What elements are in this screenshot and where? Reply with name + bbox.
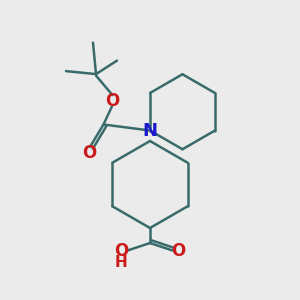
Text: O: O: [82, 144, 97, 162]
Text: O: O: [171, 242, 185, 260]
Text: N: N: [142, 122, 158, 140]
Text: O: O: [105, 92, 120, 110]
Text: H: H: [115, 255, 127, 270]
Text: O: O: [114, 242, 128, 260]
